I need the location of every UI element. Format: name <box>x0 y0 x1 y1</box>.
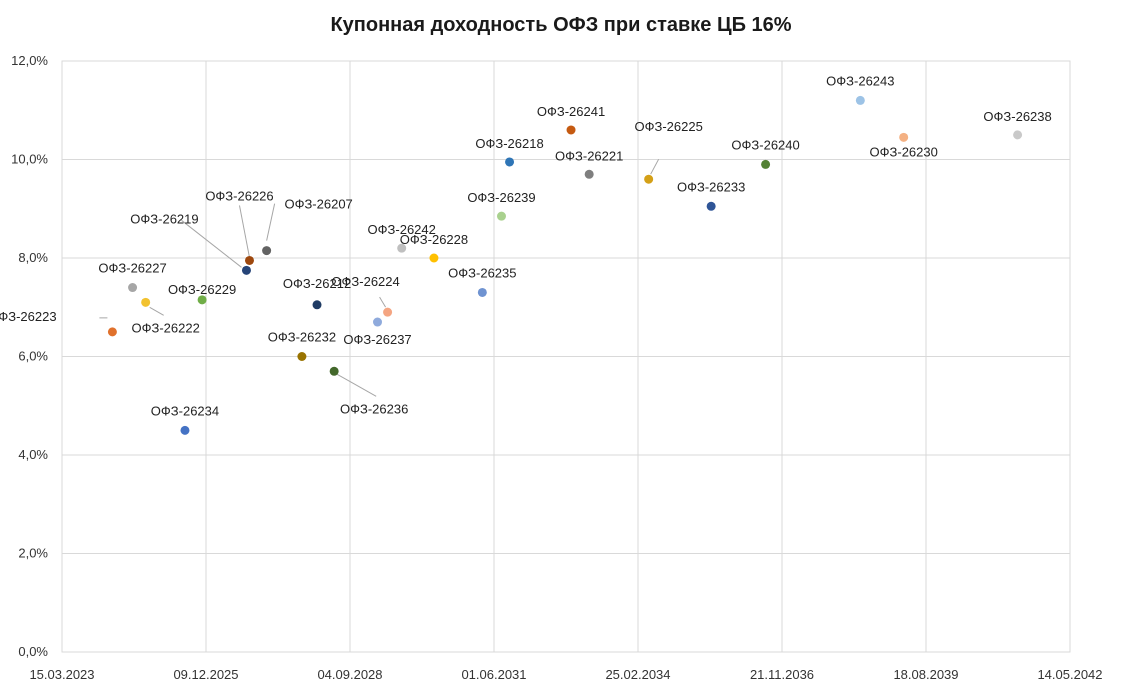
data-label: ОФЗ-26240 <box>731 137 799 152</box>
x-tick-label: 14.05.2042 <box>1037 667 1102 682</box>
data-label: ОФЗ-26221 <box>555 148 623 163</box>
data-label: ОФЗ-26223 <box>0 309 57 324</box>
y-tick-label: 0,0% <box>18 644 48 659</box>
data-point <box>312 300 322 310</box>
data-label: ОФЗ-26225 <box>634 119 702 134</box>
data-point <box>899 132 909 142</box>
leader-line <box>650 158 660 175</box>
grid-lines <box>61 60 1071 653</box>
y-axis-ticks: 0,0% 2,0% 4,0% 6,0% 8,0% 10,0% 12,0% <box>11 53 48 659</box>
y-tick-label: 8,0% <box>18 250 48 265</box>
data-point <box>141 297 151 307</box>
data-points <box>107 95 1023 435</box>
leader-line <box>266 203 276 241</box>
data-point <box>761 159 771 169</box>
label-leader-lines <box>99 158 660 397</box>
data-point <box>373 317 383 327</box>
data-label: ОФЗ-26226 <box>205 188 273 203</box>
data-point <box>566 125 576 135</box>
data-point <box>128 283 138 293</box>
data-label: ОФЗ-26242 <box>368 222 436 237</box>
data-point <box>855 95 865 105</box>
data-label: ОФЗ-26235 <box>448 265 516 280</box>
leader-line <box>181 219 242 268</box>
data-label: ОФЗ-26243 <box>826 73 894 88</box>
data-point <box>297 352 307 361</box>
x-tick-label: 21.11.2036 <box>750 667 814 682</box>
y-tick-label: 2,0% <box>18 546 48 561</box>
data-label: ОФЗ-26234 <box>151 403 219 418</box>
data-point <box>477 287 487 297</box>
data-point <box>1013 130 1023 140</box>
data-point <box>383 307 393 317</box>
x-tick-label: 15.03.2023 <box>29 667 94 682</box>
data-label: ОФЗ-26230 <box>870 144 938 159</box>
data-point <box>244 255 254 265</box>
data-label: ОФЗ-26219 <box>130 211 198 226</box>
x-axis-ticks: 15.03.2023 09.12.2025 04.09.2028 01.06.2031… <box>29 667 1102 682</box>
data-point <box>496 211 506 221</box>
data-label: ОФЗ-26236 <box>340 401 408 416</box>
leader-line <box>379 296 387 308</box>
data-point <box>706 201 716 211</box>
data-point <box>241 265 251 275</box>
data-point <box>180 425 190 435</box>
x-tick-label: 18.08.2039 <box>893 667 958 682</box>
data-point <box>505 157 515 167</box>
data-label: ОФЗ-26229 <box>168 282 236 297</box>
x-tick-label: 01.06.2031 <box>461 667 526 682</box>
y-tick-label: 6,0% <box>18 349 48 364</box>
data-label: ОФЗ-26241 <box>537 104 605 119</box>
x-tick-label: 04.09.2028 <box>317 667 382 682</box>
leader-line <box>149 306 164 316</box>
data-label: ОФЗ-26212 <box>283 276 351 291</box>
data-point <box>397 243 407 253</box>
y-tick-label: 4,0% <box>18 447 48 462</box>
x-tick-label: 25.02.2034 <box>605 667 670 682</box>
chart-title: Купонная доходность ОФЗ при ставке ЦБ 16… <box>330 14 792 36</box>
data-label: ОФЗ-26224 <box>331 274 399 289</box>
leader-line <box>238 205 250 258</box>
leader-line <box>336 373 377 397</box>
data-label: ОФЗ-26228 <box>400 232 468 247</box>
y-tick-label: 12,0% <box>11 53 48 68</box>
data-label: ОФЗ-26239 <box>467 190 535 205</box>
data-label: ОФЗ-26238 <box>983 109 1051 124</box>
data-label: ОФЗ-26232 <box>268 330 336 345</box>
data-label: ОФЗ-26233 <box>677 179 745 194</box>
data-point <box>429 253 439 263</box>
data-label: ОФЗ-26218 <box>475 136 543 151</box>
data-labels: ОФЗ-26223 ОФЗ-26227 ОФЗ-26222 ОФЗ-26234 ОФЗ-… <box>0 73 1052 418</box>
data-label: ОФЗ-26227 <box>98 261 166 276</box>
data-point <box>107 327 117 337</box>
data-label: ОФЗ-26222 <box>131 320 199 335</box>
y-tick-label: 10,0% <box>11 152 48 167</box>
data-label: ОФЗ-26207 <box>284 197 352 212</box>
data-point <box>329 366 339 376</box>
x-tick-label: 09.12.2025 <box>173 667 238 682</box>
data-label: ОФЗ-26237 <box>343 332 411 347</box>
data-point <box>584 169 594 179</box>
data-point <box>197 295 207 305</box>
data-point <box>644 174 654 184</box>
data-point <box>262 246 272 256</box>
